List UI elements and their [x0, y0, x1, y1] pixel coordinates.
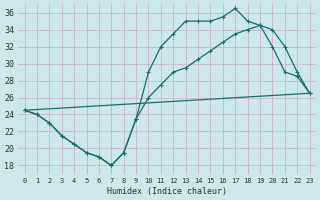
X-axis label: Humidex (Indice chaleur): Humidex (Indice chaleur) — [107, 187, 227, 196]
